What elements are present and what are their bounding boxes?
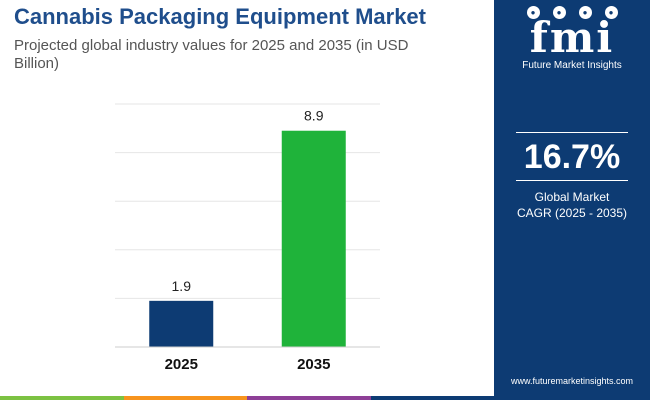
- bottom-color-stripe: [0, 396, 494, 400]
- bar-chart: 1.9 8.9 2025 2035: [115, 103, 380, 373]
- bar-2035: [281, 130, 346, 347]
- summary-panel: ● ● ● ● fmi Future Market Insights 16.7%…: [494, 0, 650, 400]
- value-label-2035: 8.9: [304, 108, 324, 124]
- x-tick-2035: 2035: [297, 356, 330, 373]
- cagr-label-line2: CAGR (2025 - 2035): [516, 206, 628, 220]
- cagr-label: Global Market CAGR (2025 - 2035): [494, 189, 650, 221]
- logo-text: Future Market Insights: [522, 60, 622, 71]
- chart-subtitle: Projected global industry values for 202…: [14, 37, 409, 72]
- website-link[interactable]: www.futuremarketinsights.com: [510, 376, 634, 386]
- cagr-label-line1: Global Market: [534, 190, 610, 204]
- fmi-logo: ● ● ● ● fmi Future Market Insights: [494, 0, 650, 76]
- bars: [149, 130, 346, 347]
- value-label-2025: 1.9: [172, 278, 192, 294]
- stripe-segment: [0, 396, 124, 400]
- logo-dot-icon: ●: [578, 6, 592, 19]
- divider: [516, 180, 628, 181]
- logo-mark: fmi: [529, 13, 615, 62]
- logo-dot-icon: ●: [604, 6, 618, 19]
- stripe-segment: [247, 396, 371, 400]
- x-tick-2025: 2025: [165, 356, 198, 373]
- stripe-segment: [370, 396, 494, 400]
- logo-dot-icon: ●: [552, 6, 566, 19]
- cagr-value: 16.7%: [523, 138, 621, 176]
- value-labels: 1.9 8.9: [172, 108, 324, 294]
- x-tick-labels: 2025 2035: [165, 356, 331, 373]
- chart-title: Cannabis Packaging Equipment Market: [14, 4, 426, 29]
- stripe-segment: [123, 396, 247, 400]
- logo-dot-icon: ●: [526, 6, 540, 19]
- bar-2025: [149, 300, 214, 347]
- divider: [516, 132, 628, 133]
